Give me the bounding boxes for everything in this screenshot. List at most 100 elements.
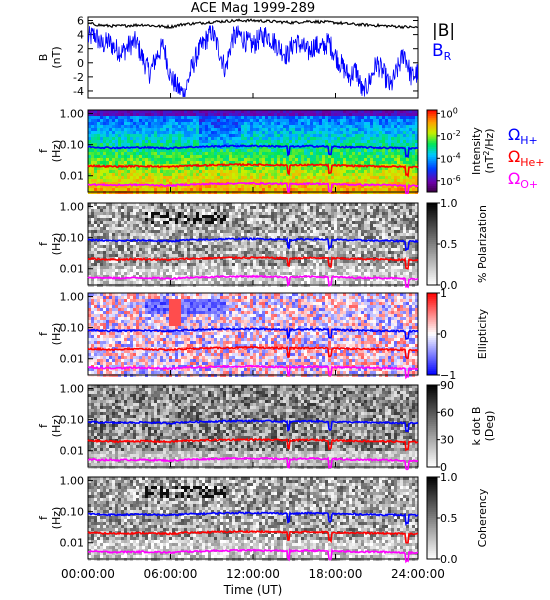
spectro-cell bbox=[106, 218, 109, 221]
spectro-cell bbox=[160, 125, 163, 128]
spectro-cell bbox=[319, 185, 322, 188]
spectro-cell bbox=[409, 218, 412, 221]
spectro-cell bbox=[403, 209, 406, 212]
spectro-cell bbox=[136, 218, 139, 221]
spectro-cell bbox=[121, 161, 124, 164]
spectro-cell bbox=[358, 224, 361, 227]
spectro-cell bbox=[196, 143, 199, 146]
spectro-cell bbox=[178, 149, 181, 152]
spectro-cell bbox=[232, 212, 235, 215]
spectro-cell bbox=[184, 131, 187, 134]
spectro-cell bbox=[289, 203, 292, 206]
spectro-cell bbox=[382, 218, 385, 221]
spectro-cell bbox=[172, 134, 175, 137]
spectro-cell bbox=[151, 155, 154, 158]
spectro-cell bbox=[364, 242, 367, 245]
spectro-cell bbox=[274, 233, 277, 236]
spectro-cell bbox=[292, 125, 295, 128]
spectro-cell bbox=[106, 236, 109, 239]
spectro-cell bbox=[238, 149, 241, 152]
spectro-cell bbox=[154, 128, 157, 131]
spectro-cell bbox=[196, 209, 199, 212]
spectro-cell bbox=[262, 227, 265, 230]
spectro-cell bbox=[139, 212, 142, 215]
spectro-cell bbox=[124, 125, 127, 128]
spectro-cell bbox=[265, 185, 268, 188]
spectro-cell bbox=[220, 185, 223, 188]
spectro-cell bbox=[133, 221, 136, 224]
spectro-cell bbox=[88, 206, 91, 209]
spectro-cell bbox=[181, 215, 184, 218]
spectro-cell bbox=[400, 173, 403, 176]
spectro-cell bbox=[349, 227, 352, 230]
spectro-cell bbox=[337, 119, 340, 122]
spectro-cell bbox=[97, 110, 100, 113]
spectro-cell bbox=[250, 131, 253, 134]
spectro-cell bbox=[289, 188, 292, 191]
spectro-cell bbox=[235, 233, 238, 236]
spectro-cell bbox=[349, 170, 352, 173]
spectro-cell bbox=[139, 182, 142, 185]
spectro-cell bbox=[409, 146, 412, 149]
spectro-cell bbox=[229, 167, 232, 170]
spectro-cell bbox=[349, 113, 352, 116]
spectro-cell bbox=[301, 143, 304, 146]
spectro-cell bbox=[172, 188, 175, 191]
spectro-cell bbox=[211, 215, 214, 218]
spectro-cell bbox=[271, 227, 274, 230]
spectro-cell bbox=[385, 242, 388, 245]
spectro-cell bbox=[109, 137, 112, 140]
spectro-cell bbox=[289, 236, 292, 239]
spectro-cell bbox=[187, 227, 190, 230]
spectro-cell bbox=[301, 131, 304, 134]
spectro-cell bbox=[148, 122, 151, 125]
spectro-cell bbox=[178, 170, 181, 173]
spectro-cell bbox=[247, 152, 250, 155]
spectro-cell bbox=[304, 236, 307, 239]
spectro-cell bbox=[382, 116, 385, 119]
spectro-cell bbox=[325, 113, 328, 116]
spectro-cell bbox=[364, 212, 367, 215]
spectro-cell bbox=[265, 158, 268, 161]
spectro-cell bbox=[301, 122, 304, 125]
spectro-cell bbox=[241, 158, 244, 161]
spectro-cell bbox=[253, 116, 256, 119]
spectro-cell bbox=[277, 230, 280, 233]
spectro-cell bbox=[391, 245, 394, 248]
spectro-cell bbox=[112, 167, 115, 170]
spectro-cell bbox=[193, 128, 196, 131]
spectro-cell bbox=[235, 212, 238, 215]
spectro-cell bbox=[118, 173, 121, 176]
spectro-cell bbox=[193, 218, 196, 221]
spectro-cell bbox=[142, 164, 145, 167]
spectro-cell bbox=[244, 176, 247, 179]
spectro-cell bbox=[154, 230, 157, 233]
spectro-cell bbox=[97, 137, 100, 140]
spectro-cell bbox=[337, 170, 340, 173]
spectro-cell bbox=[187, 137, 190, 140]
spectro-cell bbox=[292, 218, 295, 221]
spectro-cell bbox=[178, 215, 181, 218]
spectro-cell bbox=[103, 215, 106, 218]
colorbar-cell bbox=[427, 173, 437, 177]
spectro-cell bbox=[232, 209, 235, 212]
spectro-cell bbox=[148, 119, 151, 122]
y-tick-label: -4 bbox=[73, 85, 84, 98]
spectro-cell bbox=[301, 221, 304, 224]
spectro-cell bbox=[139, 203, 142, 206]
spectro-cell bbox=[238, 134, 241, 137]
spectro-cell bbox=[94, 221, 97, 224]
spectro-cell bbox=[139, 161, 142, 164]
spectro-cell bbox=[385, 182, 388, 185]
spectro-cell bbox=[250, 167, 253, 170]
spectro-cell bbox=[280, 227, 283, 230]
spectro-cell bbox=[367, 167, 370, 170]
spectro-cell bbox=[355, 185, 358, 188]
spectro-cell bbox=[178, 140, 181, 143]
spectro-cell bbox=[103, 230, 106, 233]
spectro-cell bbox=[232, 116, 235, 119]
spectro-cell bbox=[262, 113, 265, 116]
spectro-cell bbox=[106, 158, 109, 161]
spectro-cell bbox=[391, 185, 394, 188]
spectro-cell bbox=[382, 161, 385, 164]
